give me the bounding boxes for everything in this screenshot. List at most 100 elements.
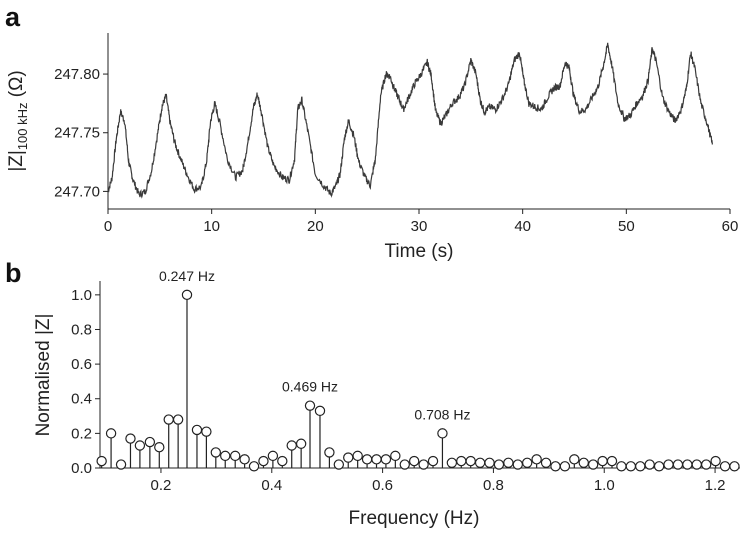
y-tick-label: 0.0	[71, 460, 92, 477]
stem-marker	[710, 455, 721, 467]
stem-marker	[380, 454, 392, 465]
stem-marker	[418, 459, 429, 470]
x-tick-label: 0.2	[151, 477, 172, 494]
stem-marker	[503, 457, 514, 469]
y-tick-label: 247.75	[54, 125, 100, 142]
stem-marker	[597, 455, 608, 467]
stem-marker	[220, 450, 231, 462]
stem-marker	[286, 440, 297, 451]
stem-marker	[144, 436, 156, 448]
stem-marker	[134, 440, 146, 451]
stem-marker	[540, 457, 552, 469]
panel-a-chart: a 0 10 20 30 40 50 60 247.70 247.75 247.80 Time …	[5, 2, 738, 262]
stem-marker	[465, 455, 476, 467]
stem-marker	[163, 414, 174, 425]
stem-marker	[522, 457, 533, 469]
panel-a-y-axis-label: |Z|100 kHz (Ω)	[6, 70, 30, 171]
y-tick-label: 247.80	[54, 66, 100, 83]
stem-marker	[474, 457, 486, 469]
y-tick-label: 0.2	[71, 425, 92, 442]
stem-marker	[672, 459, 684, 470]
stem-marker	[616, 461, 627, 472]
stem-marker	[314, 405, 326, 417]
panel-a-label: a	[5, 2, 21, 32]
peak-label: 0.708 Hz	[414, 406, 470, 422]
stem-marker	[248, 461, 260, 472]
stem-marker	[606, 455, 618, 467]
stem-marker	[390, 450, 401, 462]
panel-b-label: b	[5, 258, 22, 288]
stem-marker	[456, 455, 467, 467]
stem-marker	[729, 461, 740, 472]
stem-marker	[691, 459, 702, 470]
x-tick-label: 40	[514, 218, 531, 235]
x-tick-label: 50	[618, 218, 635, 235]
panel-b-x-axis-label: Frequency (Hz)	[349, 508, 480, 529]
stem-marker	[210, 447, 222, 458]
panel-b-y-ticks: 0.0 0.2 0.4 0.6 0.8 1.0	[71, 287, 100, 477]
stem-marker	[191, 424, 203, 436]
stem-marker	[531, 454, 542, 465]
stem-marker	[578, 457, 589, 469]
stem-marker	[181, 289, 193, 301]
x-tick-label: 0.8	[483, 477, 504, 494]
panel-a-y-ticks: 247.70 247.75 247.80	[54, 66, 108, 200]
y-label-unit: (Ω)	[6, 70, 27, 102]
stem-marker	[427, 455, 439, 467]
stem-marker	[512, 459, 524, 470]
stem-marker	[484, 457, 495, 469]
panel-a-x-axis-label: Time (s)	[385, 241, 454, 262]
x-tick-label: 20	[307, 218, 324, 235]
x-tick-label: 1.0	[594, 477, 615, 494]
stem-marker	[653, 461, 665, 472]
panel-b-chart: b 0.2 0.4 0.6 0.8 1.0 1.2 0.00.20.40.60.81.0 …	[5, 258, 740, 529]
stem-marker	[587, 459, 599, 470]
peak-annotations: 0.247 Hz 0.469 Hz 0.708 Hz	[159, 268, 470, 423]
stem-marker	[343, 452, 354, 463]
stem-marker	[258, 455, 269, 467]
y-tick-label: 0.6	[71, 356, 92, 373]
y-label-subscript: 100 kHz	[15, 102, 30, 150]
stem-marker	[682, 459, 693, 470]
stem-marker	[277, 455, 288, 467]
stem-marker	[201, 426, 212, 437]
y-tick-label: 0.8	[71, 321, 92, 338]
stem-marker	[700, 459, 712, 470]
stem-marker	[493, 459, 505, 470]
stem-marker	[663, 459, 674, 470]
stem-marker	[446, 457, 458, 469]
stem-marker	[352, 450, 363, 462]
stem-marker	[154, 442, 165, 453]
y-tick-label: 247.70	[54, 183, 100, 200]
stem-marker	[230, 450, 241, 462]
x-tick-label: 1.2	[705, 477, 726, 494]
x-tick-label: 0	[104, 218, 112, 235]
impedance-trace	[107, 42, 713, 199]
stem-marker	[559, 461, 571, 472]
panel-b-x-ticks: 0.2 0.4 0.6 0.8 1.0 1.2	[151, 468, 726, 494]
x-tick-label: 0.6	[372, 477, 393, 494]
stem-marker	[408, 455, 420, 467]
x-tick-label: 0.4	[261, 477, 282, 494]
stem-marker	[333, 459, 345, 470]
x-tick-label: 30	[411, 218, 428, 235]
stem-marker	[625, 461, 637, 472]
stem-marker	[172, 414, 184, 425]
peak-label: 0.469 Hz	[282, 379, 338, 395]
stem-marker	[361, 454, 373, 465]
stem-marker	[105, 428, 117, 439]
stem-marker	[267, 450, 279, 462]
stem-marker	[115, 459, 127, 470]
stem-marker	[371, 454, 382, 465]
stem-marker	[635, 461, 646, 472]
x-tick-label: 10	[203, 218, 220, 235]
stem-marker	[96, 455, 107, 467]
stem-marker	[569, 454, 580, 465]
stem-marker	[437, 428, 448, 439]
panel-a-x-ticks: 0 10 20 30 40 50 60	[104, 209, 739, 235]
peak-label: 0.247 Hz	[159, 268, 215, 284]
x-tick-label: 60	[722, 218, 739, 235]
stem-marker	[239, 454, 250, 465]
spectrum-stems	[96, 289, 740, 472]
